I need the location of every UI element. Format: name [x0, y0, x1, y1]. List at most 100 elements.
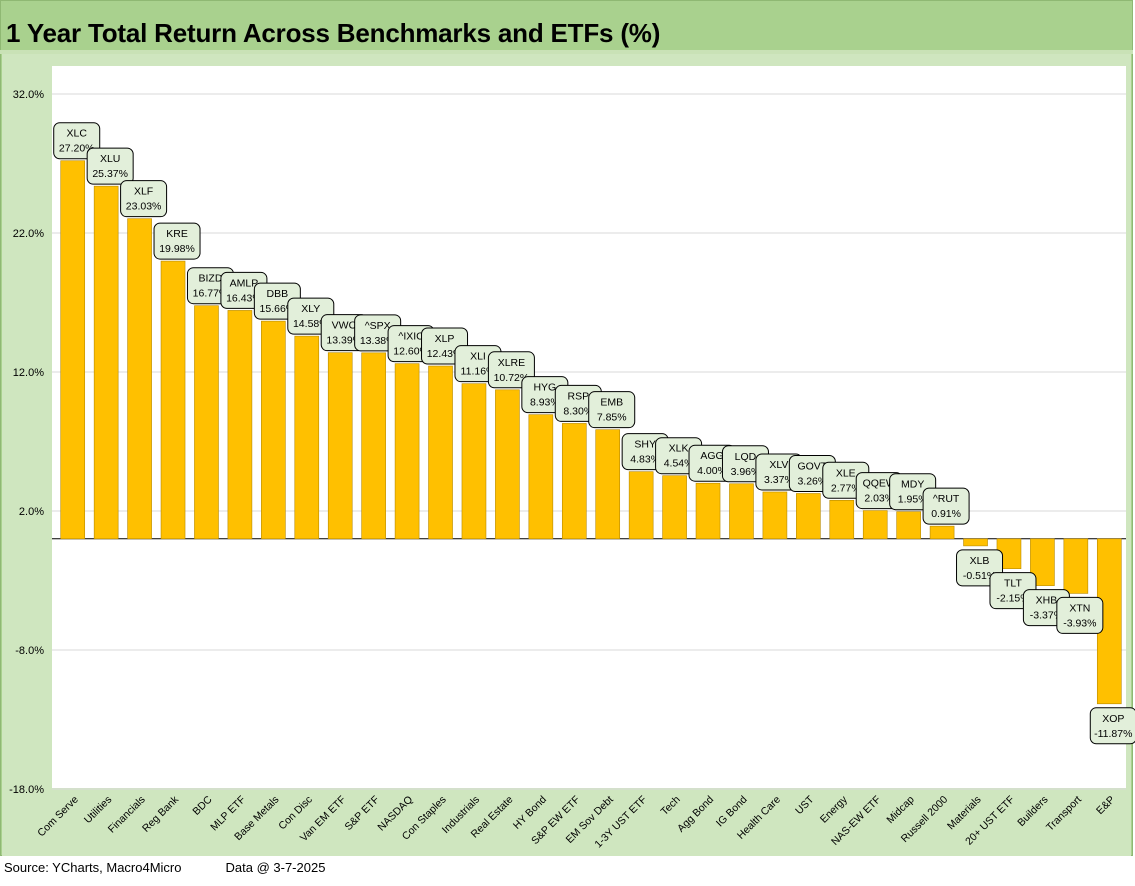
bar-amlp — [227, 310, 253, 540]
value-label: 27.20% — [59, 143, 95, 155]
data-label: ^RUT 0.91% — [922, 487, 970, 525]
value-label: 8.93% — [530, 397, 560, 409]
bar-xly — [294, 335, 320, 540]
ticker-label: ^RUT — [933, 493, 960, 505]
ticker-label: BIZD — [199, 273, 223, 285]
data-label: EMB 7.85% — [588, 391, 636, 429]
ticker-label: KRE — [166, 228, 188, 240]
value-label: -11.87% — [1094, 728, 1132, 740]
x-tick-label: BDC — [190, 793, 214, 817]
x-tick-label: Reg Bank — [140, 793, 182, 835]
value-label: -3.93% — [1063, 617, 1096, 629]
y-axis-tick-labels: 32.0% 22.0% 12.0% 2.0% -8.0% -18.0% — [9, 89, 44, 796]
data-label: XLU 25.37% — [86, 147, 134, 185]
ticker-label: XLRE — [498, 357, 525, 369]
bar-ixic — [394, 363, 420, 540]
bar-xlp — [428, 365, 453, 540]
value-label: 4.83% — [630, 454, 660, 466]
value-label: -0.51% — [963, 570, 996, 582]
value-label: 0.91% — [931, 508, 961, 520]
ticker-label: XLV — [769, 459, 788, 471]
value-label: 4.00% — [697, 465, 727, 477]
bar-xlb — [963, 538, 988, 547]
data-date-note: Data @ 3-7-2025 — [225, 860, 326, 875]
bar-rut — [929, 525, 955, 540]
data-label: KRE 19.98% — [153, 222, 201, 260]
ticker-label: QQEW — [863, 478, 896, 490]
data-label: XLF 23.03% — [120, 180, 168, 218]
bar-xlu — [93, 185, 119, 540]
value-label: 12.60% — [393, 346, 429, 358]
bar-lqd — [729, 483, 754, 540]
y-tick-label: 2.0% — [19, 506, 44, 518]
value-label: 2.03% — [864, 493, 894, 505]
y-tick-label: -18.0% — [9, 784, 44, 796]
value-label: 10.72% — [494, 372, 530, 384]
y-tick-label: 32.0% — [13, 89, 44, 101]
x-tick-label: Agg Bond — [675, 794, 716, 835]
bars — [60, 160, 1122, 705]
bar-spx — [361, 352, 386, 540]
ticker-label: ^SPX — [365, 320, 391, 332]
bar-xle — [829, 499, 855, 540]
x-tick-label: UST — [793, 793, 817, 817]
chart-title: 1 Year Total Return Across Benchmarks an… — [6, 18, 661, 48]
data-label: XLC 27.20% — [53, 122, 101, 160]
value-label: 14.58% — [293, 318, 329, 330]
value-label: 25.37% — [92, 168, 128, 180]
bar-mdy — [896, 511, 921, 540]
value-label: 2.77% — [831, 482, 861, 494]
bar-xlv — [762, 491, 788, 540]
value-label: 11.16% — [461, 366, 496, 378]
value-label: 13.39% — [326, 335, 362, 347]
x-tick-label: Com Serve — [35, 794, 81, 840]
value-label: 1.95% — [898, 494, 928, 506]
value-label: 3.26% — [797, 475, 827, 487]
ticker-label: TLT — [1004, 578, 1022, 590]
x-tick-label: Financials — [106, 794, 148, 836]
bar-dbb — [261, 320, 286, 540]
value-label: 4.54% — [664, 458, 694, 470]
ticker-label: VWO — [332, 320, 357, 332]
bar-xli — [461, 383, 487, 540]
value-label: 3.37% — [764, 474, 794, 486]
ticker-label: XOP — [1102, 713, 1124, 725]
value-label: 13.38% — [360, 335, 396, 347]
y-tick-label: 12.0% — [13, 367, 44, 379]
value-label: 19.98% — [159, 243, 195, 255]
ticker-label: XLB — [970, 555, 990, 567]
data-label-box — [588, 391, 636, 429]
bar-hyg — [528, 414, 554, 540]
bar-kre — [160, 260, 186, 540]
ticker-label: XLF — [134, 186, 153, 198]
value-label: 16.43% — [226, 292, 262, 304]
data-label-box — [922, 487, 970, 525]
value-label: 23.03% — [126, 201, 162, 213]
value-label: 8.30% — [563, 405, 593, 417]
ticker-label: GOVT — [797, 460, 827, 472]
ticker-label: XLC — [67, 128, 88, 140]
x-tick-label: S&P ETF — [342, 794, 381, 833]
x-tick-label: Tech — [659, 794, 683, 818]
x-tick-label: Energy — [818, 793, 851, 826]
ticker-label: XLE — [836, 467, 856, 479]
bar-agg — [695, 482, 721, 540]
data-labels: XLC 27.20% XLU 25.37% XLF 23.03% KRE 19.98% BIZD… — [53, 122, 1135, 745]
value-label: 15.66% — [260, 303, 296, 315]
ticker-label: XLY — [301, 303, 320, 315]
ticker-label: AGG — [700, 450, 723, 462]
bar-bizd — [194, 305, 219, 540]
value-label: -3.37% — [1030, 610, 1063, 622]
bar-xtn — [1063, 538, 1089, 594]
ticker-label: RSP — [567, 390, 589, 402]
value-label: -2.15% — [996, 593, 1029, 605]
data-label: XTN -3.93% — [1056, 596, 1104, 634]
ticker-label: XLI — [470, 351, 486, 363]
bar-emb — [595, 429, 621, 540]
data-label-box — [1089, 707, 1135, 745]
ticker-label: SHY — [634, 439, 656, 451]
value-label: 12.43% — [427, 348, 463, 360]
x-tick-label: Utilities — [82, 794, 114, 826]
data-label-box — [53, 122, 101, 160]
